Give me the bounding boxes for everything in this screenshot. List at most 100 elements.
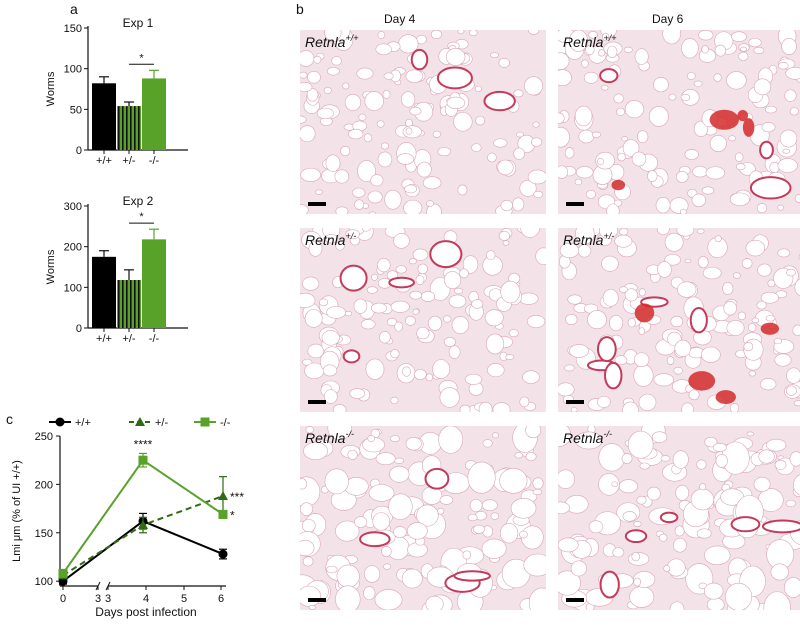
legend-label: +/-	[155, 417, 168, 429]
alveolus	[621, 136, 628, 142]
alveolus	[347, 449, 358, 460]
alveolus	[371, 273, 378, 281]
alveolus	[729, 192, 750, 206]
alveolus	[349, 388, 366, 399]
hemorrhage	[715, 390, 736, 405]
chart-title: Exp 1	[123, 16, 154, 30]
alveolus	[737, 311, 746, 321]
alveolus	[588, 31, 598, 39]
alveolus	[519, 396, 530, 408]
alveolus	[591, 131, 602, 138]
y-tick-label: 150	[35, 528, 53, 540]
x-tick-label: 3	[105, 593, 111, 605]
alveolus	[401, 568, 423, 589]
alveolus	[475, 115, 486, 126]
alveolus	[688, 389, 700, 401]
alveolus	[712, 442, 727, 452]
alveolus	[364, 565, 381, 583]
alveolus	[607, 45, 618, 58]
alveolus	[335, 585, 361, 610]
alveolus	[502, 240, 510, 246]
alveolus	[611, 481, 619, 487]
alveolus	[564, 364, 575, 372]
alveolus	[714, 44, 727, 57]
airway	[453, 570, 491, 582]
alveolus	[731, 31, 747, 42]
alveolus	[633, 521, 642, 527]
alveolus	[308, 240, 323, 257]
alveolus	[344, 93, 362, 111]
alveolus	[564, 147, 575, 159]
genotype-superscript: +/+	[603, 33, 616, 43]
data-point--/-	[138, 455, 148, 465]
alveolus	[785, 499, 797, 508]
alveolus	[779, 129, 798, 148]
alveolus	[638, 288, 646, 297]
airway	[339, 264, 368, 292]
alveolus	[514, 452, 523, 459]
alveolus	[508, 329, 519, 338]
scale-bar	[566, 598, 584, 602]
scale-bar	[308, 598, 326, 602]
alveolus	[558, 426, 572, 447]
alveolus	[474, 85, 482, 93]
genotype-superscript: +/+	[345, 33, 358, 43]
alveolus	[356, 67, 374, 80]
alveolus	[668, 93, 677, 101]
alveolus	[390, 435, 400, 443]
alveolus	[322, 364, 338, 377]
column-header-day6: Day 6	[652, 12, 684, 26]
alveolus	[558, 382, 575, 397]
alveolus	[393, 526, 407, 538]
alveolus	[684, 149, 699, 160]
airway	[761, 519, 800, 534]
genotype-label: Retnla-/-	[305, 429, 354, 446]
alveolus	[301, 519, 316, 533]
airway	[659, 511, 679, 524]
alveolus	[467, 461, 496, 494]
alveolus	[532, 489, 542, 496]
alveolus	[405, 69, 424, 83]
airway	[410, 48, 429, 71]
alveolus	[735, 163, 746, 171]
alveolus	[701, 346, 721, 363]
alveolus	[622, 511, 637, 522]
alveolus	[597, 157, 604, 166]
alveolus	[619, 286, 628, 293]
genotype-name: Retnla	[563, 430, 604, 446]
alveolus	[574, 105, 593, 127]
alveolus	[300, 115, 307, 124]
alveolus	[367, 190, 383, 204]
alveolus	[401, 91, 416, 108]
alveolus	[354, 199, 365, 210]
alveolus	[395, 265, 407, 274]
alveolus	[715, 454, 728, 468]
alveolus	[614, 234, 633, 248]
alveolus	[794, 194, 800, 203]
alveolus	[785, 385, 797, 396]
alveolus	[425, 373, 434, 382]
alveolus	[528, 587, 546, 610]
alveolus	[770, 563, 789, 581]
alveolus	[583, 71, 599, 84]
airway	[603, 361, 623, 390]
alveolus	[684, 258, 692, 264]
lung-tissue-image: Retnla+/-	[300, 228, 546, 412]
alveolus	[430, 30, 442, 40]
alveolus	[478, 401, 493, 412]
alveolus	[505, 354, 515, 360]
alveolus	[774, 459, 787, 470]
alveolus	[674, 339, 691, 357]
alveolus	[633, 352, 650, 367]
alveolus	[304, 309, 323, 328]
genotype-name: Retnla	[305, 430, 346, 446]
alveolus	[558, 469, 576, 489]
alveolus	[657, 261, 672, 278]
alveolus	[457, 184, 468, 196]
alveolus	[680, 93, 691, 102]
alveolus	[602, 32, 610, 42]
y-axis-label: Worms	[45, 71, 57, 106]
alveolus	[369, 211, 376, 214]
alveolus	[793, 474, 800, 496]
airway	[599, 68, 619, 84]
